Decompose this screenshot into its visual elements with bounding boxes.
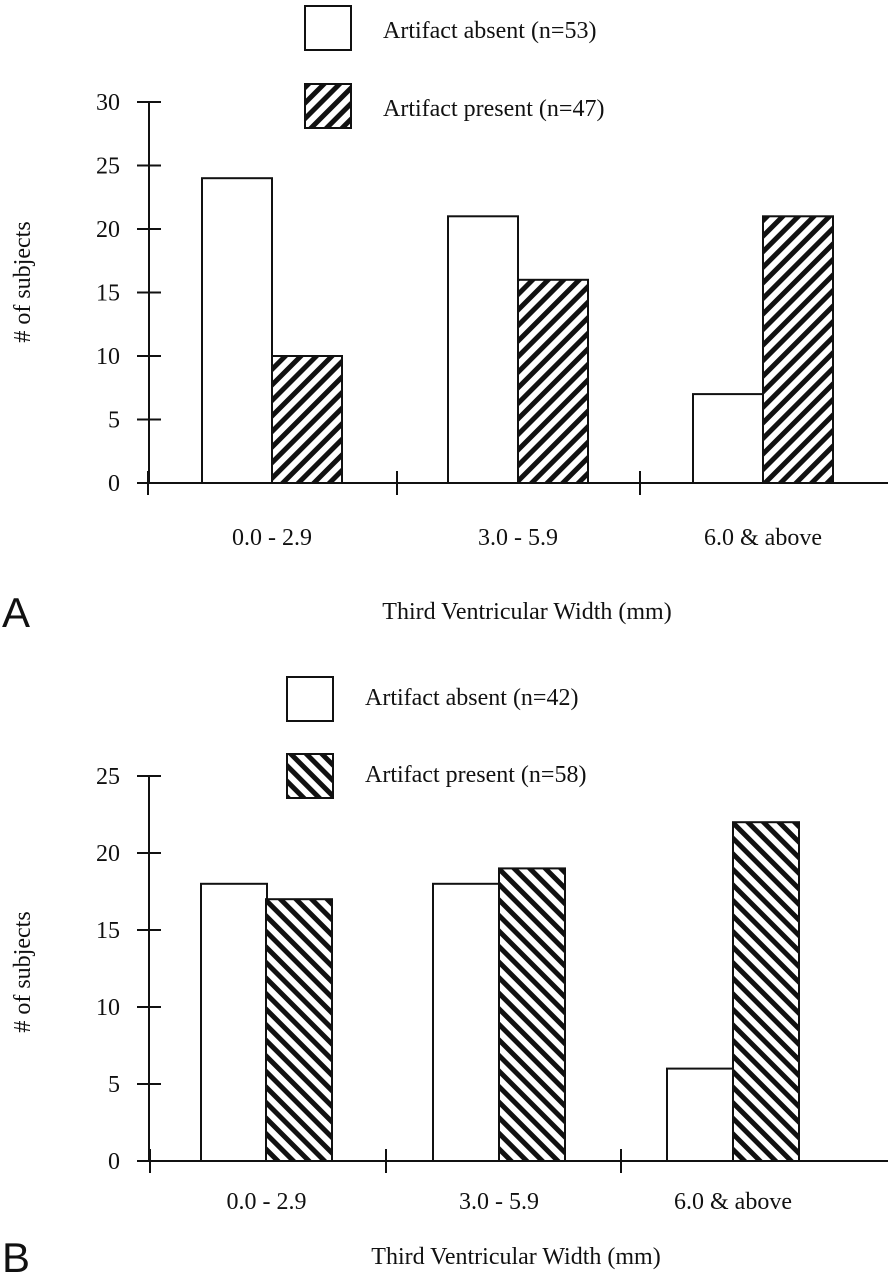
x-category-label-a: 6.0 & above bbox=[704, 525, 822, 551]
x-category-label-b: 3.0 - 5.9 bbox=[459, 1189, 539, 1215]
legend-b-present-label: Artifact present (n=58) bbox=[365, 762, 586, 788]
bar-b-present-2 bbox=[732, 821, 800, 1162]
y-tick-label-a: 5 bbox=[108, 408, 120, 434]
panel-label-a: A bbox=[2, 589, 30, 636]
bar-a-present-0 bbox=[271, 355, 343, 484]
panel-label-b: B bbox=[2, 1234, 30, 1280]
y-tick-label-a: 10 bbox=[96, 344, 120, 370]
bar-b-present-1 bbox=[498, 867, 566, 1163]
y-tick-label-a: 0 bbox=[108, 471, 120, 497]
y-tick-label-b: 20 bbox=[96, 841, 120, 867]
plot-area-a: 0 5 10 15 20 25 30 0.0 - 2.9 3.0 - 5.9 6.0 & abov… bbox=[96, 90, 888, 551]
bar-b-present-0 bbox=[265, 898, 333, 1162]
y-tick-label-b: 0 bbox=[108, 1149, 120, 1175]
legend-a-present-label: Artifact present (n=47) bbox=[383, 96, 604, 122]
legend-a-absent-swatch bbox=[304, 5, 352, 51]
y-tick-label-a: 15 bbox=[96, 281, 120, 307]
y-tick-label-b: 25 bbox=[96, 764, 120, 790]
y-tick-label-a: 25 bbox=[96, 154, 120, 180]
x-category-label-b: 0.0 - 2.9 bbox=[227, 1189, 307, 1215]
legend-a-present-swatch bbox=[304, 83, 352, 129]
bar-a-absent-1 bbox=[447, 215, 519, 485]
legend-b-present-swatch bbox=[286, 753, 334, 799]
panel-a: Artifact absent (n=53) Artifact present … bbox=[2, 5, 888, 636]
legend-a-absent-label: Artifact absent (n=53) bbox=[383, 18, 596, 44]
legend-b-absent-label: Artifact absent (n=42) bbox=[365, 685, 578, 711]
x-category-label-a: 3.0 - 5.9 bbox=[478, 525, 558, 551]
x-axis-label-b: Third Ventricular Width (mm) bbox=[371, 1244, 660, 1270]
legend-a: Artifact absent (n=53) Artifact present … bbox=[304, 5, 604, 129]
legend-b-absent-swatch bbox=[286, 676, 334, 722]
y-tick-label-b: 5 bbox=[108, 1072, 120, 1098]
x-category-label-a: 0.0 - 2.9 bbox=[232, 525, 312, 551]
bar-a-absent-2 bbox=[692, 393, 764, 485]
y-tick-label-a: 30 bbox=[96, 90, 120, 116]
plot-area-b: 0 5 10 15 20 25 0.0 - 2.9 3.0 - 5.9 6.0 & above bbox=[96, 764, 888, 1215]
bar-b-absent-1 bbox=[432, 882, 500, 1162]
bar-a-absent-0 bbox=[201, 177, 273, 484]
bar-a-present-2 bbox=[762, 215, 834, 485]
y-axis-label-b: # of subjects bbox=[10, 911, 36, 1032]
bar-b-absent-2 bbox=[666, 1067, 734, 1162]
y-tick-label-a: 20 bbox=[96, 217, 120, 243]
bar-a-present-1 bbox=[517, 278, 589, 484]
panel-b: Artifact absent (n=42) Artifact present … bbox=[2, 676, 888, 1280]
y-tick-label-b: 15 bbox=[96, 918, 120, 944]
x-category-label-b: 6.0 & above bbox=[674, 1189, 792, 1215]
bar-b-absent-0 bbox=[200, 882, 268, 1162]
x-axis-label-a: Third Ventricular Width (mm) bbox=[382, 599, 671, 625]
y-tick-label-b: 10 bbox=[96, 995, 120, 1021]
legend-b: Artifact absent (n=42) Artifact present … bbox=[286, 676, 586, 799]
y-axis-label-a: # of subjects bbox=[10, 221, 36, 342]
